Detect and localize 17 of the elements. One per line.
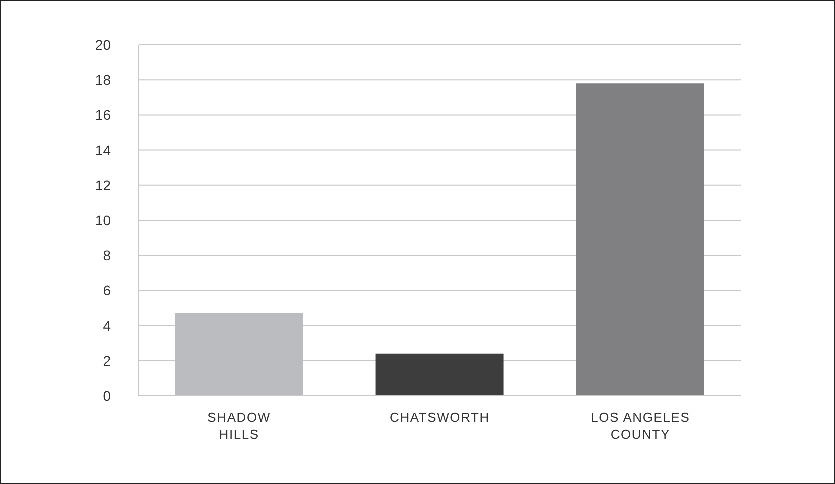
y-tick-label: 20 <box>95 36 112 53</box>
x-tick-label: CHATSWORTH <box>390 410 490 425</box>
y-tick-label: 2 <box>103 352 112 369</box>
bar <box>175 314 304 396</box>
x-tick-label: SHADOW HILLS <box>208 410 271 442</box>
y-tick-label: 0 <box>103 388 112 404</box>
y-tick-label: 18 <box>95 72 112 88</box>
x-tick-label: LOS ANGELES COUNTY <box>591 410 690 442</box>
bar <box>376 354 504 396</box>
y-tick-label: 10 <box>95 212 112 228</box>
y-tick-label: 16 <box>95 107 112 124</box>
y-tick-label: 4 <box>103 318 112 334</box>
y-tick-label: 12 <box>95 177 112 194</box>
bar <box>576 84 704 396</box>
y-tick-label: 14 <box>95 142 112 158</box>
y-tick-label: 8 <box>103 248 112 264</box>
y-tick-label: 6 <box>103 282 112 299</box>
